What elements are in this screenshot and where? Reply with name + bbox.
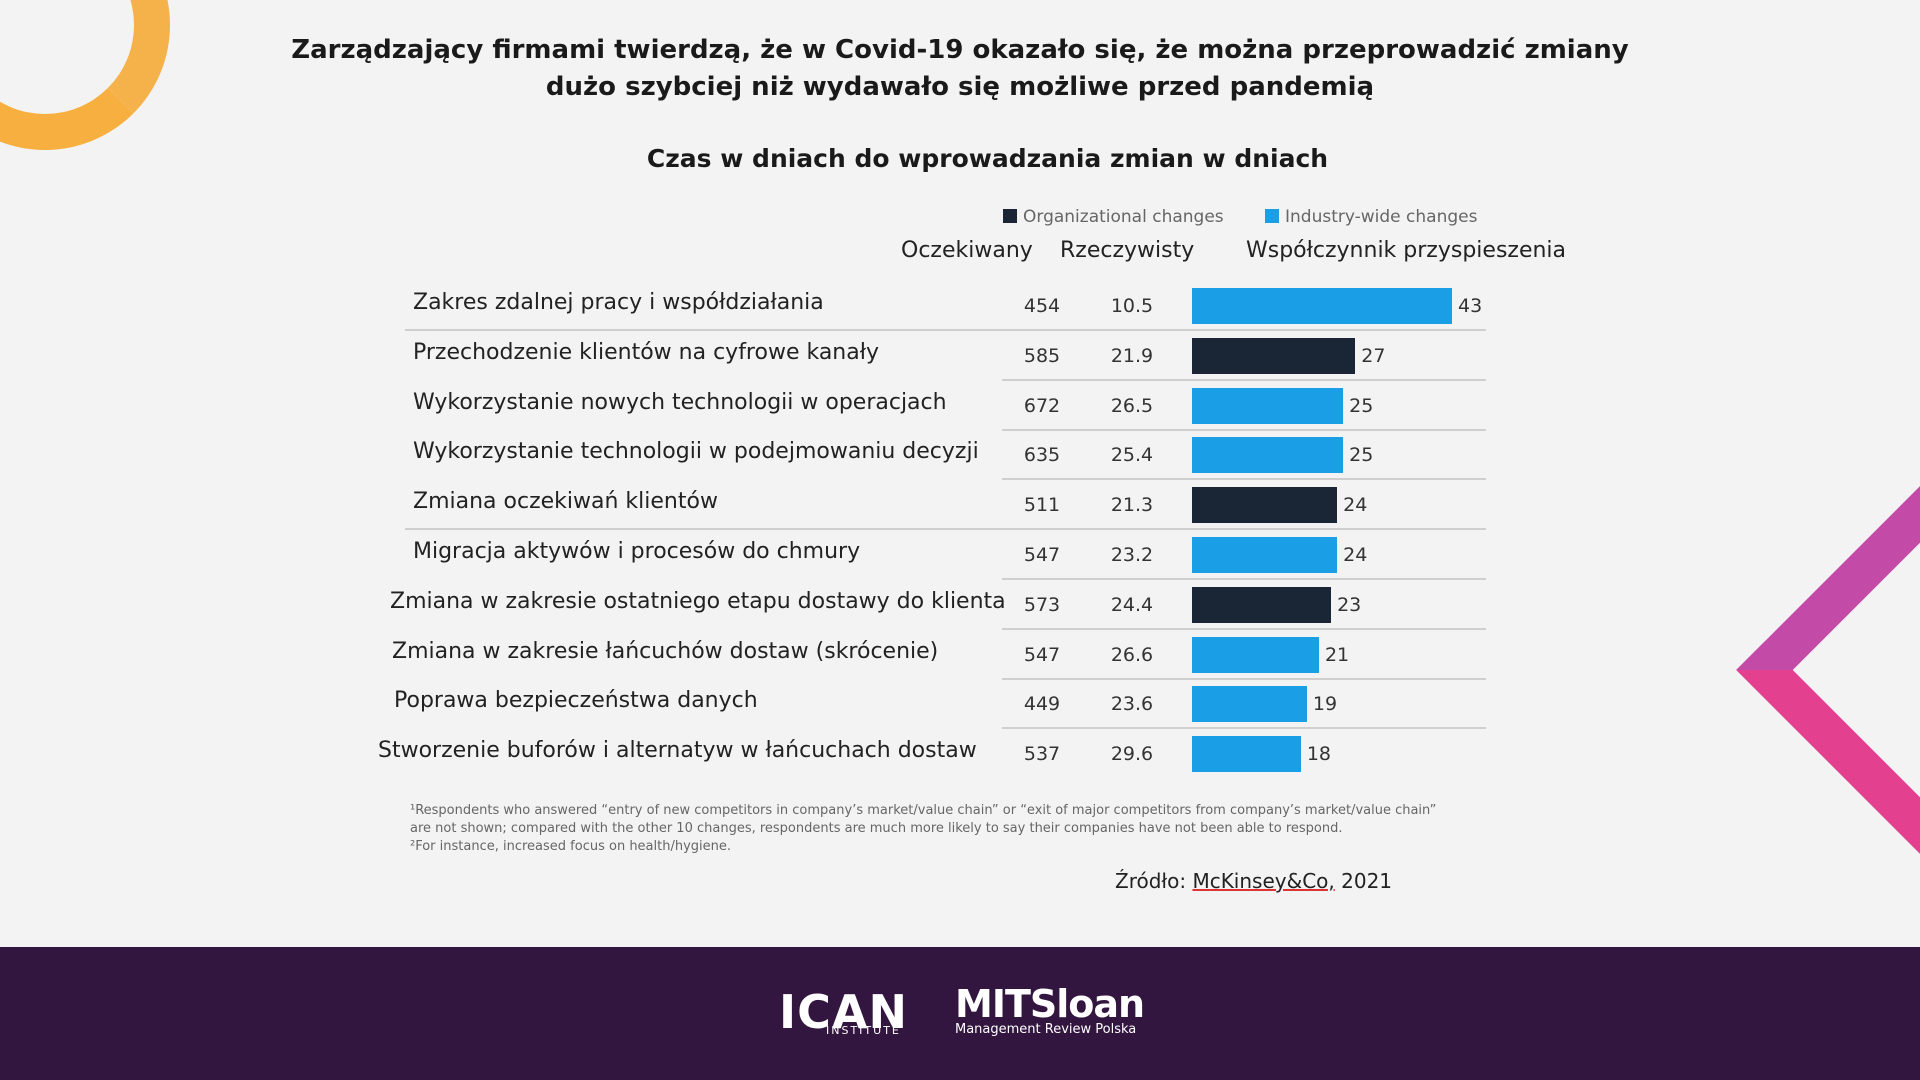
actual-value: 24.4 — [1110, 593, 1154, 616]
row-label: Zmiana w zakresie ostatniego etapu dosta… — [390, 588, 1006, 614]
row-separator — [1002, 627, 1486, 630]
legend-label-industry: Industry-wide changes — [1285, 207, 1478, 227]
footnote-line1: ¹Respondents who answered “entry of new … — [410, 803, 1437, 818]
footnote-line3: ²For instance, increased focus on health… — [410, 839, 732, 854]
actual-value: 26.5 — [1110, 394, 1154, 417]
bar-value-label: 25 — [1349, 444, 1374, 467]
legend-label-organizational: Organizational changes — [1023, 207, 1224, 227]
actual-value: 23.2 — [1110, 544, 1154, 566]
footnote: ¹Respondents who answered “entry of new … — [410, 802, 1510, 856]
bar — [1192, 537, 1338, 573]
row-label: Przechodzenie klientów na cyfrowe kanały — [413, 339, 880, 365]
footnote-line2: are not shown; compared with the other 1… — [410, 821, 1343, 836]
bar — [1192, 288, 1452, 324]
ican-logo: ICAN — [779, 985, 908, 1039]
row-label: Wykorzystanie technologii w podejmowaniu… — [413, 439, 979, 465]
expected-value: 547 — [1023, 544, 1061, 566]
row-label: Poprawa bezpieczeństwa danych — [394, 688, 758, 714]
row-label: Stworzenie buforów i alternatyw w łańcuc… — [378, 738, 977, 764]
row-separator — [405, 329, 1486, 331]
chart-title: Czas w dniach do wprowadzania zmian w dn… — [646, 144, 1329, 173]
bar — [1192, 686, 1307, 723]
source-year: 2021 — [1334, 869, 1393, 893]
source-name: McKinsey&Co, — [1192, 869, 1335, 893]
bar — [1192, 437, 1344, 474]
mitsloan-logo-sub: Management Review Polska — [955, 1022, 1137, 1037]
expected-value: 547 — [1023, 643, 1061, 666]
bar-value-label: 24 — [1343, 544, 1368, 566]
row-separator — [1002, 478, 1486, 481]
expected-value: 537 — [1023, 743, 1061, 766]
bar — [1192, 586, 1332, 623]
column-header-acceleration: Współczynnik przyspieszenia — [1246, 238, 1567, 263]
actual-value: 21.9 — [1110, 344, 1154, 367]
expected-value: 454 — [1023, 295, 1061, 317]
row-label: Zmiana oczekiwań klientów — [413, 489, 718, 515]
bar-value-label: 21 — [1324, 643, 1350, 666]
legend-swatch-organizational — [1003, 209, 1017, 223]
row-separator — [1002, 727, 1486, 730]
column-header-expected: Oczekiwany — [901, 238, 1033, 263]
bar-value-label: 24 — [1343, 494, 1368, 517]
bar — [1192, 636, 1319, 673]
row-label: Zakres zdalnej pracy i współdziałania — [413, 290, 824, 315]
expected-value: 672 — [1023, 394, 1061, 417]
bar — [1192, 487, 1338, 524]
bar-value-label: 23 — [1337, 593, 1362, 616]
expected-value: 449 — [1023, 693, 1061, 716]
bar-value-label: 19 — [1312, 693, 1338, 716]
row-separator — [405, 528, 1486, 531]
legend-swatch-industry — [1265, 209, 1279, 223]
legend-item-organizational: Organizational changes — [1003, 207, 1224, 227]
actual-value: 25.4 — [1110, 444, 1154, 467]
actual-value: 21.3 — [1110, 494, 1154, 517]
row-separator — [1002, 677, 1486, 680]
legend-item-industry: Industry-wide changes — [1265, 207, 1477, 227]
slide-title: Zarządzający firmami twierdzą, że w Covi… — [0, 32, 1920, 106]
actual-value: 10.5 — [1110, 295, 1154, 317]
mitsloan-logo: MITSloan — [955, 982, 1145, 1026]
actual-value: 26.6 — [1110, 643, 1154, 666]
expected-value: 585 — [1023, 344, 1061, 367]
ican-logo-sub: INSTITUTE — [826, 1024, 901, 1037]
row-separator — [1002, 578, 1486, 580]
bar-value-label: 18 — [1306, 743, 1332, 766]
bar-value-label: 27 — [1361, 344, 1386, 367]
expected-value: 635 — [1023, 444, 1061, 467]
footer-bar — [0, 947, 1920, 1080]
row-label: Zmiana w zakresie łańcuchów dostaw (skró… — [392, 638, 939, 664]
row-label: Wykorzystanie nowych technologii w opera… — [413, 389, 947, 415]
slide-title-line1: Zarządzający firmami twierdzą, że w Covi… — [291, 35, 1629, 65]
bar-value-label: 25 — [1349, 394, 1374, 417]
column-header-actual: Rzeczywisty — [1060, 238, 1195, 263]
slide-title-line2: dużo szybciej niż wydawało się możliwe p… — [545, 72, 1375, 102]
expected-value: 511 — [1023, 494, 1061, 517]
row-separator — [1002, 378, 1486, 381]
source-prefix: Źródło: — [1115, 869, 1193, 893]
expected-value: 573 — [1023, 593, 1061, 616]
bar — [1192, 736, 1301, 773]
bar-value-label: 43 — [1458, 295, 1483, 317]
row-separator — [1002, 428, 1486, 431]
row-label: Migracja aktywów i procesów do chmury — [413, 539, 861, 564]
source-note: Źródło: McKinsey&Co, 2021 — [1115, 869, 1392, 893]
bar — [1192, 387, 1344, 424]
bar — [1192, 337, 1356, 374]
actual-value: 23.6 — [1110, 693, 1154, 716]
actual-value: 29.6 — [1110, 743, 1154, 766]
decorative-chevron — [1736, 486, 1920, 854]
